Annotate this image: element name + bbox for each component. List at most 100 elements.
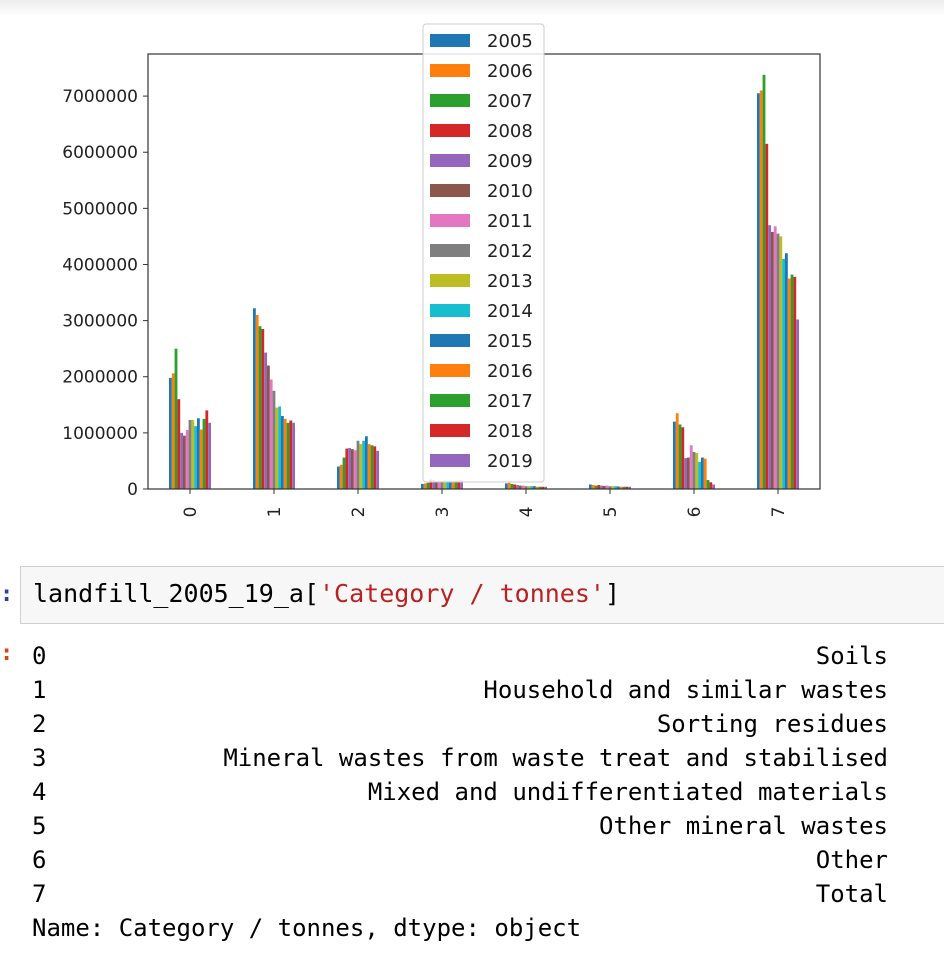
- bar: [695, 453, 699, 489]
- output-value: Soils: [815, 642, 888, 670]
- bar: [617, 486, 620, 489]
- legend-swatch: [430, 34, 470, 47]
- legend-swatch: [430, 334, 470, 347]
- code-prefix: landfill_2005_19_a[: [33, 579, 319, 608]
- legend-swatch: [430, 244, 470, 257]
- bar: [370, 445, 374, 489]
- bar: [205, 410, 209, 489]
- bar: [197, 418, 200, 489]
- output-row: 7 Total: [32, 880, 888, 914]
- bar: [507, 482, 511, 489]
- code-suffix: ]: [604, 579, 621, 608]
- legend-swatch: [430, 214, 470, 227]
- output-area: 0 Soils 1 Household and similar wastes 2 So…: [32, 642, 888, 948]
- bar: [510, 483, 514, 489]
- output-row: 6 Other: [32, 846, 888, 880]
- bar: [790, 274, 794, 489]
- bar: [678, 424, 682, 489]
- bar: [787, 278, 791, 489]
- bar: [779, 236, 783, 489]
- bar: [603, 485, 606, 489]
- bar: [337, 466, 340, 489]
- bar: [519, 485, 522, 489]
- bar: [684, 458, 687, 489]
- legend-swatch: [430, 184, 470, 197]
- output-value: Total: [815, 880, 888, 908]
- output-footer: Name: Category / tonnes, dtype: object: [32, 914, 582, 942]
- code-text[interactable]: landfill_2005_19_a['Category / tonnes']: [33, 579, 620, 608]
- y-tick-label: 0: [127, 480, 138, 500]
- bar: [351, 449, 354, 489]
- bar: [367, 444, 371, 489]
- bar: [373, 446, 377, 489]
- bar: [171, 373, 175, 489]
- bar: [706, 480, 710, 489]
- bar: [183, 435, 186, 489]
- x-tick-label: 2: [349, 507, 369, 518]
- bar: [687, 457, 690, 489]
- bar: [443, 480, 447, 489]
- bar: [437, 480, 441, 489]
- output-value: Mineral wastes from waste treat and stab…: [223, 744, 888, 772]
- legend-label: 2007: [487, 91, 533, 112]
- legend-swatch: [430, 274, 470, 287]
- bar: [264, 352, 267, 489]
- y-tick-label: 3000000: [62, 312, 138, 332]
- bar: [625, 486, 629, 489]
- bar: [701, 457, 704, 489]
- y-tick-label: 6000000: [62, 143, 138, 163]
- bar: [765, 143, 769, 489]
- legend-swatch: [430, 454, 470, 467]
- bar: [202, 418, 206, 489]
- bar: [185, 430, 189, 489]
- bar: [169, 377, 172, 489]
- bar: [782, 258, 785, 489]
- bar: [199, 429, 203, 489]
- legend-label: 2019: [487, 451, 533, 472]
- bar: [253, 308, 256, 489]
- bar: [421, 483, 424, 489]
- output-row: 3 Mineral wastes from waste treat and sta…: [32, 744, 888, 778]
- legend-label: 2016: [487, 361, 533, 382]
- output-index: 6: [32, 846, 47, 874]
- bar: [622, 486, 626, 489]
- bar: [440, 481, 444, 489]
- legend-label: 2013: [487, 271, 533, 292]
- bar: [681, 427, 685, 489]
- code-cell[interactable]: landfill_2005_19_a['Category / tonnes']: [20, 566, 944, 624]
- bar: [449, 480, 452, 489]
- output-index: 2: [32, 710, 47, 738]
- bar: [451, 481, 455, 489]
- bar: [359, 444, 363, 489]
- legend-swatch: [430, 304, 470, 317]
- bar: [365, 436, 368, 489]
- output-index: 1: [32, 676, 47, 704]
- bar: [278, 406, 281, 489]
- bar: [446, 481, 449, 489]
- legend-label: 2010: [487, 181, 533, 202]
- bar: [757, 93, 760, 489]
- bar: [255, 315, 259, 489]
- bar: [776, 233, 780, 489]
- bar: [289, 420, 293, 489]
- bar: [283, 418, 287, 489]
- bar: [348, 448, 351, 489]
- bar: [454, 480, 458, 489]
- bar: [194, 426, 197, 489]
- bar: [675, 413, 679, 489]
- bar: [292, 422, 295, 489]
- output-index: 0: [32, 642, 47, 670]
- bar: [435, 481, 438, 489]
- bar: [709, 482, 713, 489]
- legend-label: 2015: [487, 331, 533, 352]
- legend-label: 2008: [487, 121, 533, 142]
- output-index: 5: [32, 812, 47, 840]
- bar: [505, 483, 508, 489]
- bar: [698, 462, 701, 489]
- bar: [689, 445, 693, 489]
- bar: [269, 379, 273, 489]
- bar: [703, 458, 707, 489]
- bar: [339, 464, 343, 489]
- x-tick-label: 5: [601, 507, 621, 518]
- bar: [516, 485, 519, 489]
